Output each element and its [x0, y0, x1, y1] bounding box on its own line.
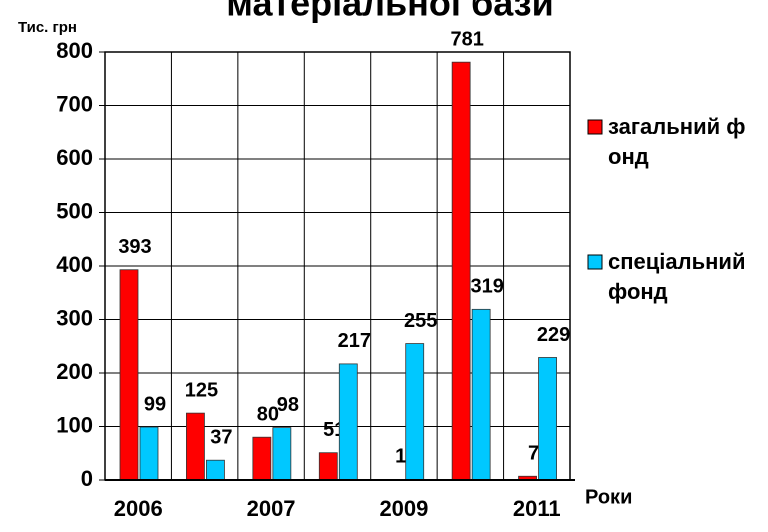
bar [186, 412, 205, 481]
legend-label: спеціальний фонд [608, 249, 746, 304]
y-tick-label: 200 [56, 359, 93, 384]
bar [405, 343, 425, 481]
data-label: 781 [450, 28, 483, 50]
y-tick-label: 0 [81, 466, 93, 491]
data-label: 1 [395, 446, 406, 468]
y-tick-label: 400 [56, 252, 93, 277]
x-tick-label: 2007 [247, 496, 296, 521]
data-label: 80 [257, 403, 279, 425]
bar [318, 452, 338, 481]
bar [471, 308, 491, 481]
y-tick-label: 600 [56, 145, 93, 170]
data-label: 99 [144, 393, 166, 415]
bar [252, 436, 272, 481]
y-axis-label: Тис. грн [18, 19, 77, 36]
y-tick-label: 800 [56, 38, 93, 63]
bar [139, 426, 159, 481]
bar [119, 269, 139, 481]
bar [338, 363, 358, 481]
data-label: 125 [185, 379, 218, 401]
data-label: 98 [277, 394, 299, 416]
y-tick-label: 300 [56, 305, 93, 330]
y-tick-label: 700 [56, 91, 93, 116]
x-tick-label: 2009 [379, 496, 428, 521]
data-label: 319 [470, 276, 503, 298]
data-label: 255 [404, 310, 437, 332]
legend-swatch [587, 254, 603, 270]
data-label: 217 [338, 330, 371, 352]
legend-swatch [587, 119, 603, 135]
bar [451, 61, 471, 481]
legend-label: загальний фонд [608, 114, 746, 169]
bar [206, 459, 225, 481]
x-axis-label: Роки [585, 486, 632, 508]
y-tick-label: 100 [56, 412, 93, 437]
x-tick-label: 2006 [114, 496, 163, 521]
bar [272, 427, 292, 481]
data-label: 393 [118, 236, 151, 258]
y-tick-label: 500 [56, 198, 93, 223]
chart-title: матеріальної бази [226, 0, 553, 24]
bar [538, 357, 557, 481]
x-tick-label: 2011 [513, 496, 561, 521]
data-label: 229 [537, 324, 570, 346]
data-label: 37 [210, 426, 232, 448]
data-label: 7 [528, 443, 539, 465]
